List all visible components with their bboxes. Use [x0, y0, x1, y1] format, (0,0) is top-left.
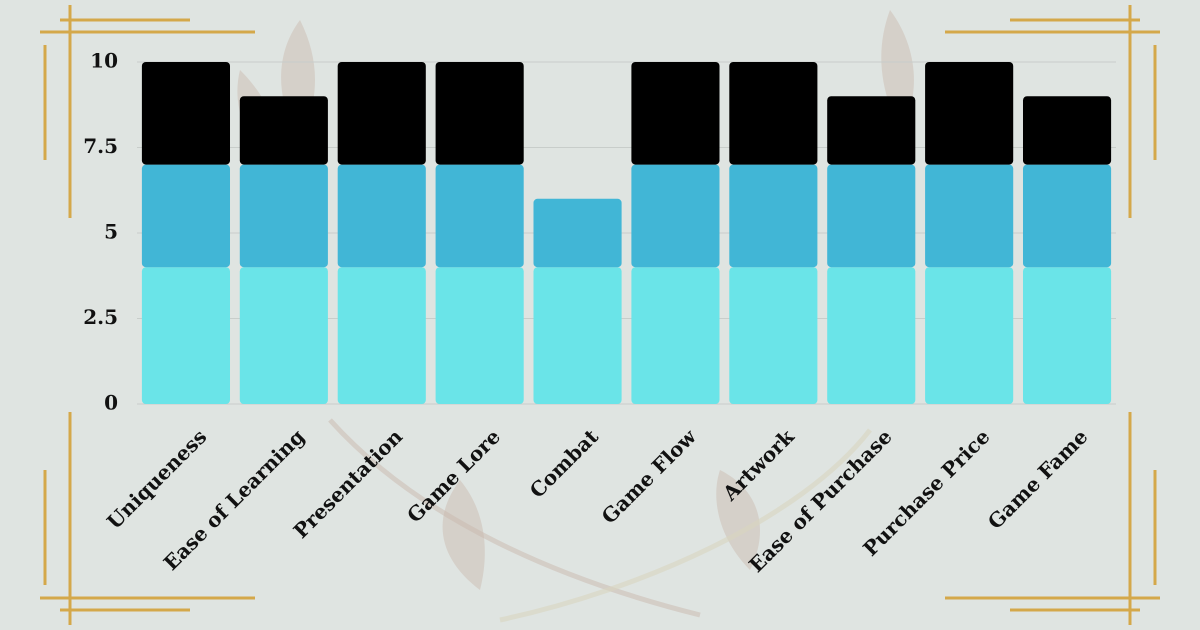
bar-segment: [827, 267, 916, 404]
bar-segment: [925, 164, 1014, 268]
bar-segment: [729, 267, 818, 404]
bar-segment: [631, 164, 720, 268]
bar-segment: [141, 164, 231, 268]
bar-segment: [435, 267, 524, 404]
bar-segment: [141, 267, 231, 404]
bar-segment: [925, 267, 1014, 404]
bar-segment: [337, 267, 426, 404]
y-tick-label: 0: [104, 391, 118, 415]
y-tick-label: 5: [104, 220, 118, 244]
bar-segment: [1022, 267, 1112, 404]
bar-segment: [827, 96, 916, 165]
bar-segment: [729, 164, 818, 268]
bar-segment: [239, 267, 328, 404]
bar-segment: [141, 62, 231, 165]
bar-segment: [337, 164, 426, 268]
bar-segment: [925, 62, 1014, 165]
bar-segment: [435, 62, 524, 165]
y-tick-label: 10: [90, 49, 118, 73]
bar-segment: [1022, 96, 1112, 165]
bar-segment: [239, 96, 328, 165]
bar-segment: [435, 164, 524, 268]
bar-segment: [729, 62, 818, 165]
y-tick-label: 2.5: [83, 305, 118, 329]
bar-segment: [337, 62, 426, 165]
bar-segment: [533, 198, 622, 268]
bar-segment: [827, 164, 916, 268]
bar-segment: [631, 62, 720, 165]
bar-segment: [631, 267, 720, 404]
bar-segment: [533, 267, 622, 404]
bar-segment: [239, 164, 328, 268]
y-tick-label: 7.5: [83, 134, 118, 158]
bar-segment: [1022, 164, 1112, 268]
